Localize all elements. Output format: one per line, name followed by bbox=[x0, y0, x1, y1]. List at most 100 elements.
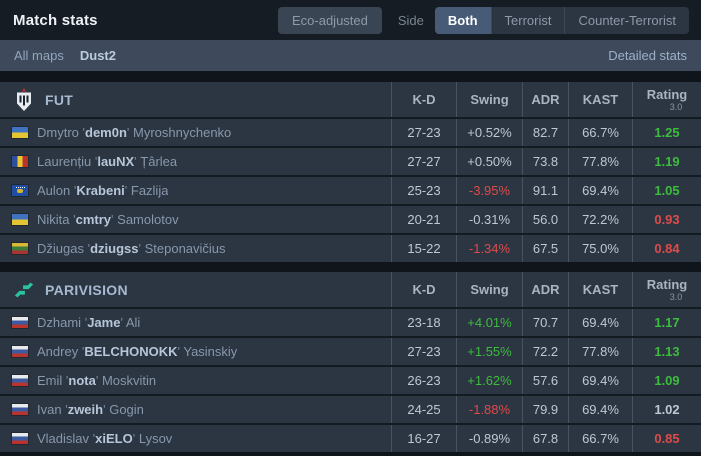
team-header-row: FUT K-D Swing ADR KAST Rating 3.0 bbox=[0, 82, 701, 117]
filter-all-maps[interactable]: All maps bbox=[14, 48, 64, 63]
flag-icon bbox=[12, 127, 28, 138]
stat-kast: 75.0% bbox=[568, 235, 632, 262]
player-row[interactable]: Andrey BELCHONOKK Yasinskiy 27-23 +1.55%… bbox=[0, 336, 701, 365]
player-nickname: dem0n bbox=[83, 125, 130, 140]
stat-rating: 1.25 bbox=[632, 119, 701, 146]
stat-rating: 0.85 bbox=[632, 425, 701, 452]
player-row[interactable]: Emil nota Moskvitin 26-23 +1.62% 57.6 69… bbox=[0, 365, 701, 394]
side-option-counter-terrorist[interactable]: Counter-Terrorist bbox=[564, 6, 689, 34]
stat-rating: 1.13 bbox=[632, 338, 701, 365]
stat-kd: 23-18 bbox=[391, 309, 456, 336]
rating-version: 3.0 bbox=[669, 292, 683, 302]
col-header-swing: Swing bbox=[456, 272, 522, 307]
detailed-stats-link[interactable]: Detailed stats bbox=[608, 48, 687, 63]
stat-swing: +0.50% bbox=[456, 148, 522, 175]
eco-adjusted-button[interactable]: Eco-adjusted bbox=[277, 6, 382, 34]
flag-icon bbox=[12, 317, 28, 328]
col-header-swing: Swing bbox=[456, 82, 522, 117]
rating-version: 3.0 bbox=[669, 102, 683, 112]
player-name[interactable]: Nikita cmtry Samolotov bbox=[37, 212, 179, 227]
flag-icon bbox=[12, 346, 28, 357]
player-first-name: Emil bbox=[37, 373, 63, 388]
player-nickname: Krabeni bbox=[74, 183, 127, 198]
player-name[interactable]: Džiugas dziugss Steponavičius bbox=[37, 241, 226, 256]
team-name[interactable]: PARIVISION bbox=[45, 281, 128, 298]
stat-adr: 73.8 bbox=[522, 148, 568, 175]
team-cell[interactable]: FUT bbox=[0, 82, 391, 117]
stat-adr: 82.7 bbox=[522, 119, 568, 146]
player-row[interactable]: Dmytro dem0n Myroshnychenko 27-23 +0.52%… bbox=[0, 117, 701, 146]
stat-adr: 67.8 bbox=[522, 425, 568, 452]
stat-kd: 15-22 bbox=[391, 235, 456, 262]
stat-kd: 20-21 bbox=[391, 206, 456, 233]
player-last-name: Gogin bbox=[109, 402, 144, 417]
player-nickname: xiELO bbox=[93, 431, 136, 446]
team-table-parivision: PARIVISION K-D Swing ADR KAST Rating 3.0… bbox=[0, 272, 701, 452]
player-name[interactable]: Vladislav xiELO Lysov bbox=[37, 431, 172, 446]
flag-icon bbox=[12, 156, 28, 167]
stat-swing: -0.31% bbox=[456, 206, 522, 233]
stat-rating: 1.05 bbox=[632, 177, 701, 204]
page-title: Match stats bbox=[13, 11, 98, 29]
flag-icon bbox=[12, 185, 28, 196]
stat-rating: 1.19 bbox=[632, 148, 701, 175]
col-header-rating: Rating 3.0 bbox=[632, 272, 701, 307]
flag-icon bbox=[12, 375, 28, 386]
side-option-both[interactable]: Both bbox=[434, 6, 491, 34]
player-row[interactable]: Nikita cmtry Samolotov 20-21 -0.31% 56.0… bbox=[0, 204, 701, 233]
col-header-kd: K-D bbox=[391, 82, 456, 117]
col-header-kast: KAST bbox=[568, 82, 632, 117]
stat-adr: 79.9 bbox=[522, 396, 568, 423]
player-name[interactable]: Ivan zweih Gogin bbox=[37, 402, 144, 417]
player-row[interactable]: Laurențiu lauNX Țârlea 27-27 +0.50% 73.8… bbox=[0, 146, 701, 175]
stat-rating: 1.09 bbox=[632, 367, 701, 394]
stat-adr: 72.2 bbox=[522, 338, 568, 365]
player-name[interactable]: Dzhami Jame Ali bbox=[37, 315, 140, 330]
stat-swing: -1.34% bbox=[456, 235, 522, 262]
stat-swing: -1.88% bbox=[456, 396, 522, 423]
team-cell[interactable]: PARIVISION bbox=[0, 272, 391, 307]
player-last-name: Fazlija bbox=[130, 183, 169, 198]
player-first-name: Vladislav bbox=[37, 431, 90, 446]
player-last-name: Samolotov bbox=[117, 212, 179, 227]
stat-swing: +0.52% bbox=[456, 119, 522, 146]
player-name[interactable]: Dmytro dem0n Myroshnychenko bbox=[37, 125, 231, 140]
player-last-name: Myroshnychenko bbox=[133, 125, 232, 140]
player-first-name: Dmytro bbox=[37, 125, 79, 140]
filter-map-dust2[interactable]: Dust2 bbox=[79, 48, 116, 63]
stat-kast: 66.7% bbox=[568, 119, 632, 146]
stat-adr: 56.0 bbox=[522, 206, 568, 233]
stat-kd: 16-27 bbox=[391, 425, 456, 452]
player-row[interactable]: Dzhami Jame Ali 23-18 +4.01% 70.7 69.4% … bbox=[0, 307, 701, 336]
stat-kast: 69.4% bbox=[568, 367, 632, 394]
player-nickname: cmtry bbox=[73, 212, 113, 227]
team-name[interactable]: FUT bbox=[45, 91, 74, 108]
player-row[interactable]: Ivan zweih Gogin 24-25 -1.88% 79.9 69.4%… bbox=[0, 394, 701, 423]
player-row[interactable]: Aulon Krabeni Fazlija 25-23 -3.95% 91.1 … bbox=[0, 175, 701, 204]
top-bar: Match stats Eco-adjusted Side Both Terro… bbox=[0, 0, 701, 40]
player-nickname: dziugss bbox=[88, 241, 141, 256]
fut-logo-icon bbox=[12, 87, 36, 113]
player-name[interactable]: Aulon Krabeni Fazlija bbox=[37, 183, 168, 198]
parivision-logo-icon bbox=[12, 277, 36, 303]
rating-label: Rating bbox=[646, 277, 688, 292]
player-name[interactable]: Andrey BELCHONOKK Yasinskiy bbox=[37, 344, 237, 359]
col-header-rating: Rating 3.0 bbox=[632, 82, 701, 117]
player-name[interactable]: Laurențiu lauNX Țârlea bbox=[37, 154, 177, 169]
team-table-fut: FUT K-D Swing ADR KAST Rating 3.0 Dmytro… bbox=[0, 82, 701, 262]
stat-adr: 91.1 bbox=[522, 177, 568, 204]
player-name[interactable]: Emil nota Moskvitin bbox=[37, 373, 156, 388]
stat-kd: 25-23 bbox=[391, 177, 456, 204]
player-row[interactable]: Vladislav xiELO Lysov 16-27 -0.89% 67.8 … bbox=[0, 423, 701, 452]
stat-swing: -0.89% bbox=[456, 425, 522, 452]
side-option-terrorist[interactable]: Terrorist bbox=[490, 6, 565, 34]
player-nickname: nota bbox=[66, 373, 98, 388]
player-nickname: zweih bbox=[65, 402, 105, 417]
team-header-row: PARIVISION K-D Swing ADR KAST Rating 3.0 bbox=[0, 272, 701, 307]
stat-adr: 67.5 bbox=[522, 235, 568, 262]
stat-kast: 77.8% bbox=[568, 148, 632, 175]
player-row[interactable]: Džiugas dziugss Steponavičius 15-22 -1.3… bbox=[0, 233, 701, 262]
stat-kast: 77.8% bbox=[568, 338, 632, 365]
player-nickname: BELCHONOKK bbox=[82, 344, 180, 359]
